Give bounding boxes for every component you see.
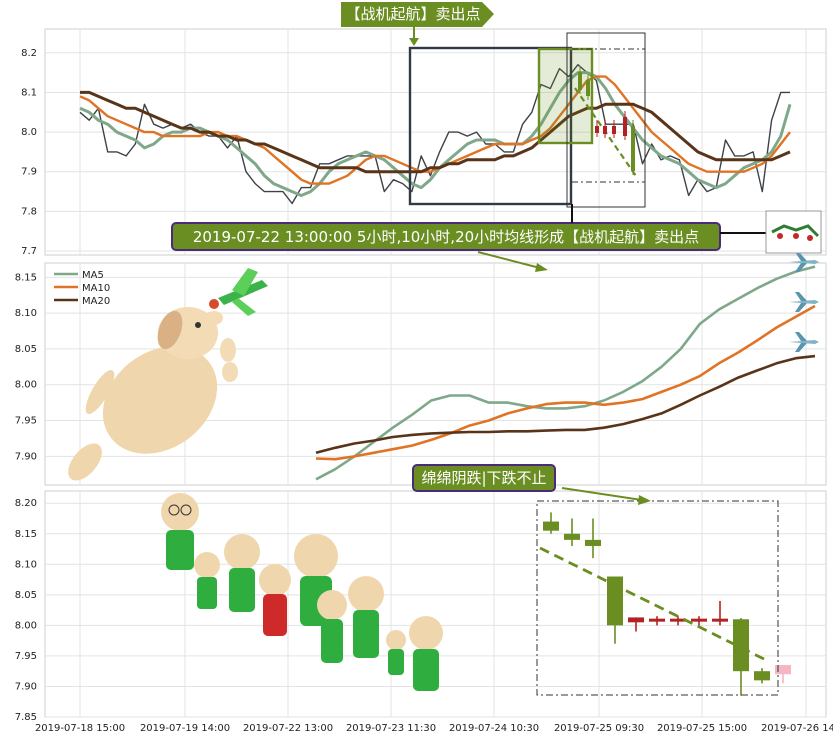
x-tick-label: 2019-07-22 13:00 — [243, 723, 333, 734]
legend: MA5 MA10 MA20 — [54, 270, 110, 307]
x-tick-label: 2019-07-18 15:00 — [35, 723, 125, 734]
mini-candle — [586, 80, 590, 96]
x-tick-label: 2019-07-25 15:00 — [657, 723, 747, 734]
y-tick-label: 7.8 — [21, 206, 37, 217]
candle-body — [775, 665, 791, 675]
zoom-series-ma20 — [315, 354, 816, 455]
x-tick-label: 2019-07-24 10:30 — [449, 723, 539, 734]
candle — [775, 665, 791, 684]
series-line-ma10 — [79, 75, 791, 185]
signal-highlight-box — [537, 47, 594, 145]
candle-description-box — [412, 464, 556, 492]
candle — [649, 616, 665, 626]
mini-candle — [631, 126, 635, 171]
y-tick-label: 8.00 — [15, 380, 37, 391]
mini-candle — [595, 126, 599, 133]
series-line-ma5 — [79, 71, 792, 197]
candle — [628, 617, 644, 632]
zoom-series-ma10 — [315, 304, 816, 461]
airplane-icon — [789, 292, 819, 312]
candle-body — [607, 576, 623, 626]
x-tick-label: 2019-07-19 14:00 — [140, 723, 230, 734]
candle-body — [754, 671, 770, 681]
santa-sleigh-icon — [765, 210, 822, 254]
y-tick-label: 8.20 — [15, 498, 37, 509]
candle-body — [670, 618, 686, 622]
series-line-ma20 — [80, 90, 791, 174]
dog-icon — [68, 268, 268, 481]
y-tick-label: 8.1 — [21, 87, 37, 98]
zoom-frame — [566, 32, 646, 208]
y-tick-label: 8.15 — [15, 272, 37, 283]
y-tick-label: 7.9 — [21, 167, 37, 178]
mini-candle — [612, 126, 616, 134]
y-tick-label: 7.85 — [15, 712, 37, 723]
candle — [670, 616, 686, 626]
dog-group-icon — [161, 493, 443, 691]
legend-label: MA10 — [82, 283, 110, 294]
candle-body — [649, 618, 665, 622]
y-tick-label: 7.7 — [21, 246, 37, 257]
candle-body — [564, 533, 580, 540]
x-tick-label: 2019-07-25 09:30 — [554, 723, 644, 734]
arrow-head — [409, 38, 419, 46]
legend-label: MA5 — [82, 270, 104, 281]
y-tick-label: 8.10 — [15, 559, 37, 570]
y-tick-label: 7.90 — [15, 451, 37, 462]
arrow-line — [561, 487, 643, 501]
candle-body — [585, 539, 601, 546]
arrow-line — [477, 251, 541, 269]
airplane-icon — [789, 252, 819, 272]
candle — [691, 616, 707, 626]
signal-description-box — [171, 222, 721, 251]
signal-description-label: 2019-07-22 13:00:00 5小时,10小时,20小时均线形成【战机… — [193, 228, 699, 246]
arrow-head — [535, 263, 548, 272]
legend-label: MA20 — [82, 296, 110, 307]
candle — [733, 618, 749, 696]
candle — [543, 512, 559, 534]
y-tick-label: 8.10 — [15, 308, 37, 319]
mini-candle — [623, 117, 627, 136]
x-tick-label: 2019-07-23 11:30 — [346, 723, 436, 734]
candle-body — [543, 521, 559, 531]
panel-1 — [44, 28, 827, 256]
signal-tag — [341, 2, 494, 27]
candle — [754, 668, 770, 684]
airplane-icon — [789, 332, 819, 352]
y-tick-label: 8.2 — [21, 48, 37, 59]
zoom-series-ma5 — [315, 265, 816, 481]
y-tick-label: 8.00 — [15, 620, 37, 631]
y-tick-label: 8.15 — [15, 529, 37, 540]
candle — [564, 518, 580, 546]
trend-line — [539, 546, 767, 662]
y-tick-label: 8.05 — [15, 590, 37, 601]
candle-body — [691, 618, 707, 622]
signal-tag-label: 【战机起航】卖出点 — [345, 5, 480, 23]
candle — [712, 600, 728, 626]
y-tick-label: 7.90 — [15, 681, 37, 692]
y-tick-label: 8.0 — [21, 127, 37, 138]
y-tick-label: 7.95 — [15, 416, 37, 427]
candle-body — [628, 617, 644, 623]
y-tick-label: 8.05 — [15, 344, 37, 355]
candle — [607, 576, 623, 644]
candle-body — [712, 618, 728, 622]
candle — [585, 518, 601, 559]
candle-body — [733, 619, 749, 672]
signal-window-frame — [408, 46, 573, 206]
arrow-head — [638, 495, 651, 505]
candle-description-label: 绵绵阴跌|下跌不止 — [421, 469, 546, 487]
candle-zone-frame — [536, 500, 779, 696]
mini-candle — [578, 72, 582, 90]
x-tick-label: 2019-07-26 14:00 — [761, 723, 833, 734]
y-tick-label: 7.95 — [15, 651, 37, 662]
mini-candle — [603, 126, 607, 134]
